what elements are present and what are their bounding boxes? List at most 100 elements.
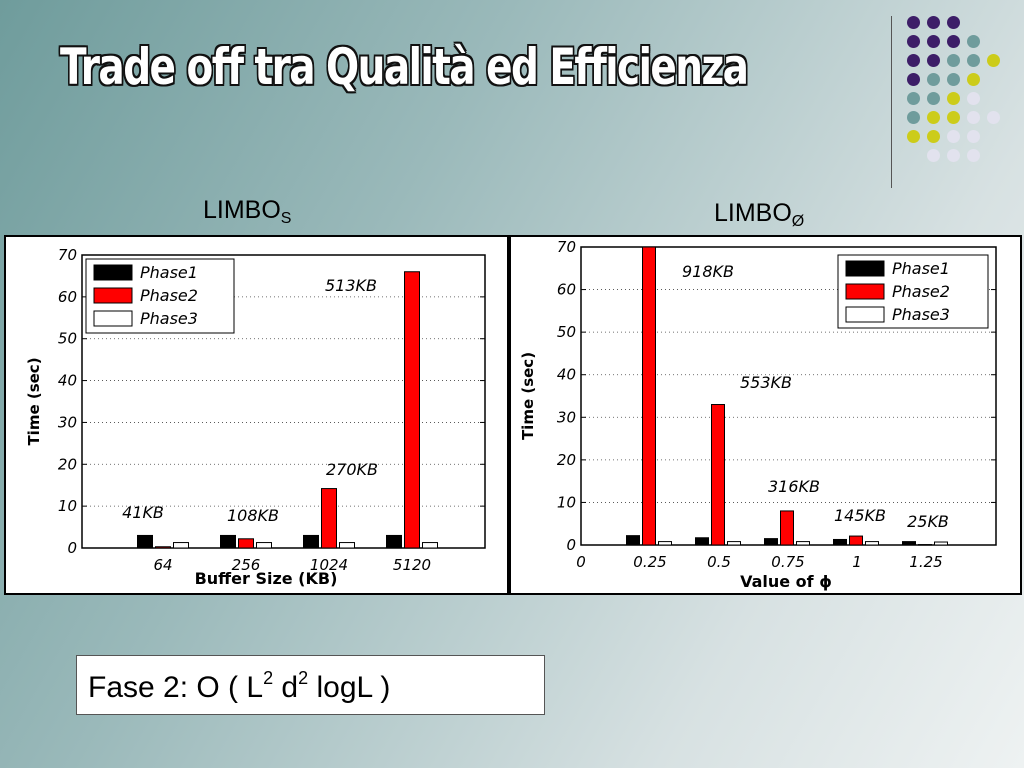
legend-swatch [93,310,133,327]
bar-phase1 [626,535,640,546]
x-axis-label: Buffer Size (KB) [195,569,338,588]
decorative-dot [907,16,920,29]
formula-part-1: Fase 2: O ( L [88,671,264,704]
y-tick-label: 30 [58,413,77,431]
decorative-dot [947,130,960,143]
decorative-dot [927,35,940,48]
chart-buffer-size: 0 10 20 30 40 50 60 70 Time (sec) Buffer Size (KB… [25,246,486,588]
y-tick-label: 20 [557,451,576,469]
data-annotation: 25KB [907,512,949,531]
bar-phase3 [727,541,741,546]
caption-right-main: LIMBO [714,199,792,227]
decorative-dot [967,73,980,86]
bar-phase2 [321,488,337,549]
bar-phase3 [256,542,272,549]
decorative-dot [907,92,920,105]
legend-swatch [845,283,885,300]
x-tick-label: 0.75 [771,553,804,571]
decorative-dot [947,16,960,29]
x-tick-label: 1024 [310,556,348,574]
decorative-dot [927,130,940,143]
chart-phi: 0 10 20 30 40 50 60 70 Time (sec) Value of ϕ 0 0.25… [519,238,997,591]
bar-phase1 [764,538,778,546]
caption-right-sub: Ø [791,213,805,230]
y-tick-label: 30 [557,408,576,426]
y-tick-label: 10 [58,497,77,515]
y-axis-label: Time (sec) [519,352,537,440]
bar-phase2 [849,535,863,546]
complexity-formula: Fase 2: O ( L2 d2 logL ) [76,655,545,715]
y-tick-label: 20 [58,455,77,473]
data-annotation: 316KB [768,477,820,496]
bar-phase2 [238,538,254,549]
x-axis-label: Value of ϕ [740,572,832,591]
bar-phase3 [173,542,189,549]
bar-phase2 [155,546,171,549]
bar-phase1 [386,534,402,549]
x-tick-label: 5120 [393,556,431,574]
data-annotation: 145KB [834,506,886,525]
decorative-dot [987,111,1000,124]
y-axis-label: Time (sec) [25,357,43,445]
decorative-dot [907,130,920,143]
formula-sup-1: 2 [263,668,274,688]
data-annotation: 270KB [326,460,378,479]
x-tick-label: 0.25 [633,553,666,571]
y-tick-label: 50 [58,330,77,348]
decorative-dot [947,92,960,105]
caption-left-main: LIMBO [203,196,281,224]
decorative-dot [907,73,920,86]
decorative-dot [947,35,960,48]
decorative-dot [907,54,920,67]
slide-title: Trade off tra Qualità ed Efficienza [60,38,749,96]
formula-part-2: d [273,671,299,704]
legend-swatch [845,306,885,323]
decorative-dot [967,92,980,105]
x-tick-label: 1 [852,553,862,571]
legend-swatch [93,264,133,281]
data-annotation: 918KB [682,262,734,281]
bar-phase2 [918,544,932,546]
decorative-dot [987,54,1000,67]
decorative-dot [947,111,960,124]
bar-phase3 [339,542,355,549]
bar-phase2 [780,510,794,546]
caption-limbo-phi: LIMBOØ [714,199,804,231]
bar-phase3 [658,541,672,546]
decorative-dot [907,35,920,48]
legend-label: Phase2 [892,282,950,301]
x-tick-label: 1.25 [909,553,942,571]
bar-phase3 [796,541,810,546]
decorative-dot-grid [905,12,1024,172]
y-tick-label: 40 [557,366,576,384]
data-annotation: 513KB [325,276,377,295]
y-tick-label: 70 [557,238,576,256]
decorative-dot [927,16,940,29]
bar-phase1 [137,534,153,549]
y-tick-label: 70 [58,246,77,264]
data-annotation: 553KB [740,373,792,392]
bar-phase1 [220,534,236,549]
decorative-dot [947,54,960,67]
chart-panel-buffer-size: 0 10 20 30 40 50 60 70 Time (sec) Buffer Size (KB… [4,235,509,595]
data-annotation: 108KB [227,506,279,525]
y-tick-label: 0 [67,539,77,557]
chart-panel-phi: 0 10 20 30 40 50 60 70 Time (sec) Value of ϕ 0 0.25… [509,235,1022,595]
data-annotation: 41KB [122,503,164,522]
legend-label: Phase1 [892,259,950,278]
bar-phase1 [833,538,847,546]
decorative-dot [927,73,940,86]
bar-phase3 [422,542,438,549]
legend-label: Phase1 [140,263,198,282]
bar-phase1 [303,534,319,549]
y-tick-label: 50 [557,323,576,341]
decorative-dot [927,92,940,105]
divider-line [891,16,892,188]
caption-limbo-s: LIMBOS [203,196,291,228]
y-tick-label: 60 [557,281,576,299]
bar-phase2 [404,271,420,549]
decorative-dot [927,149,940,162]
decorative-dot [967,35,980,48]
caption-left-sub: S [280,210,292,227]
bar-phase1 [902,541,916,546]
